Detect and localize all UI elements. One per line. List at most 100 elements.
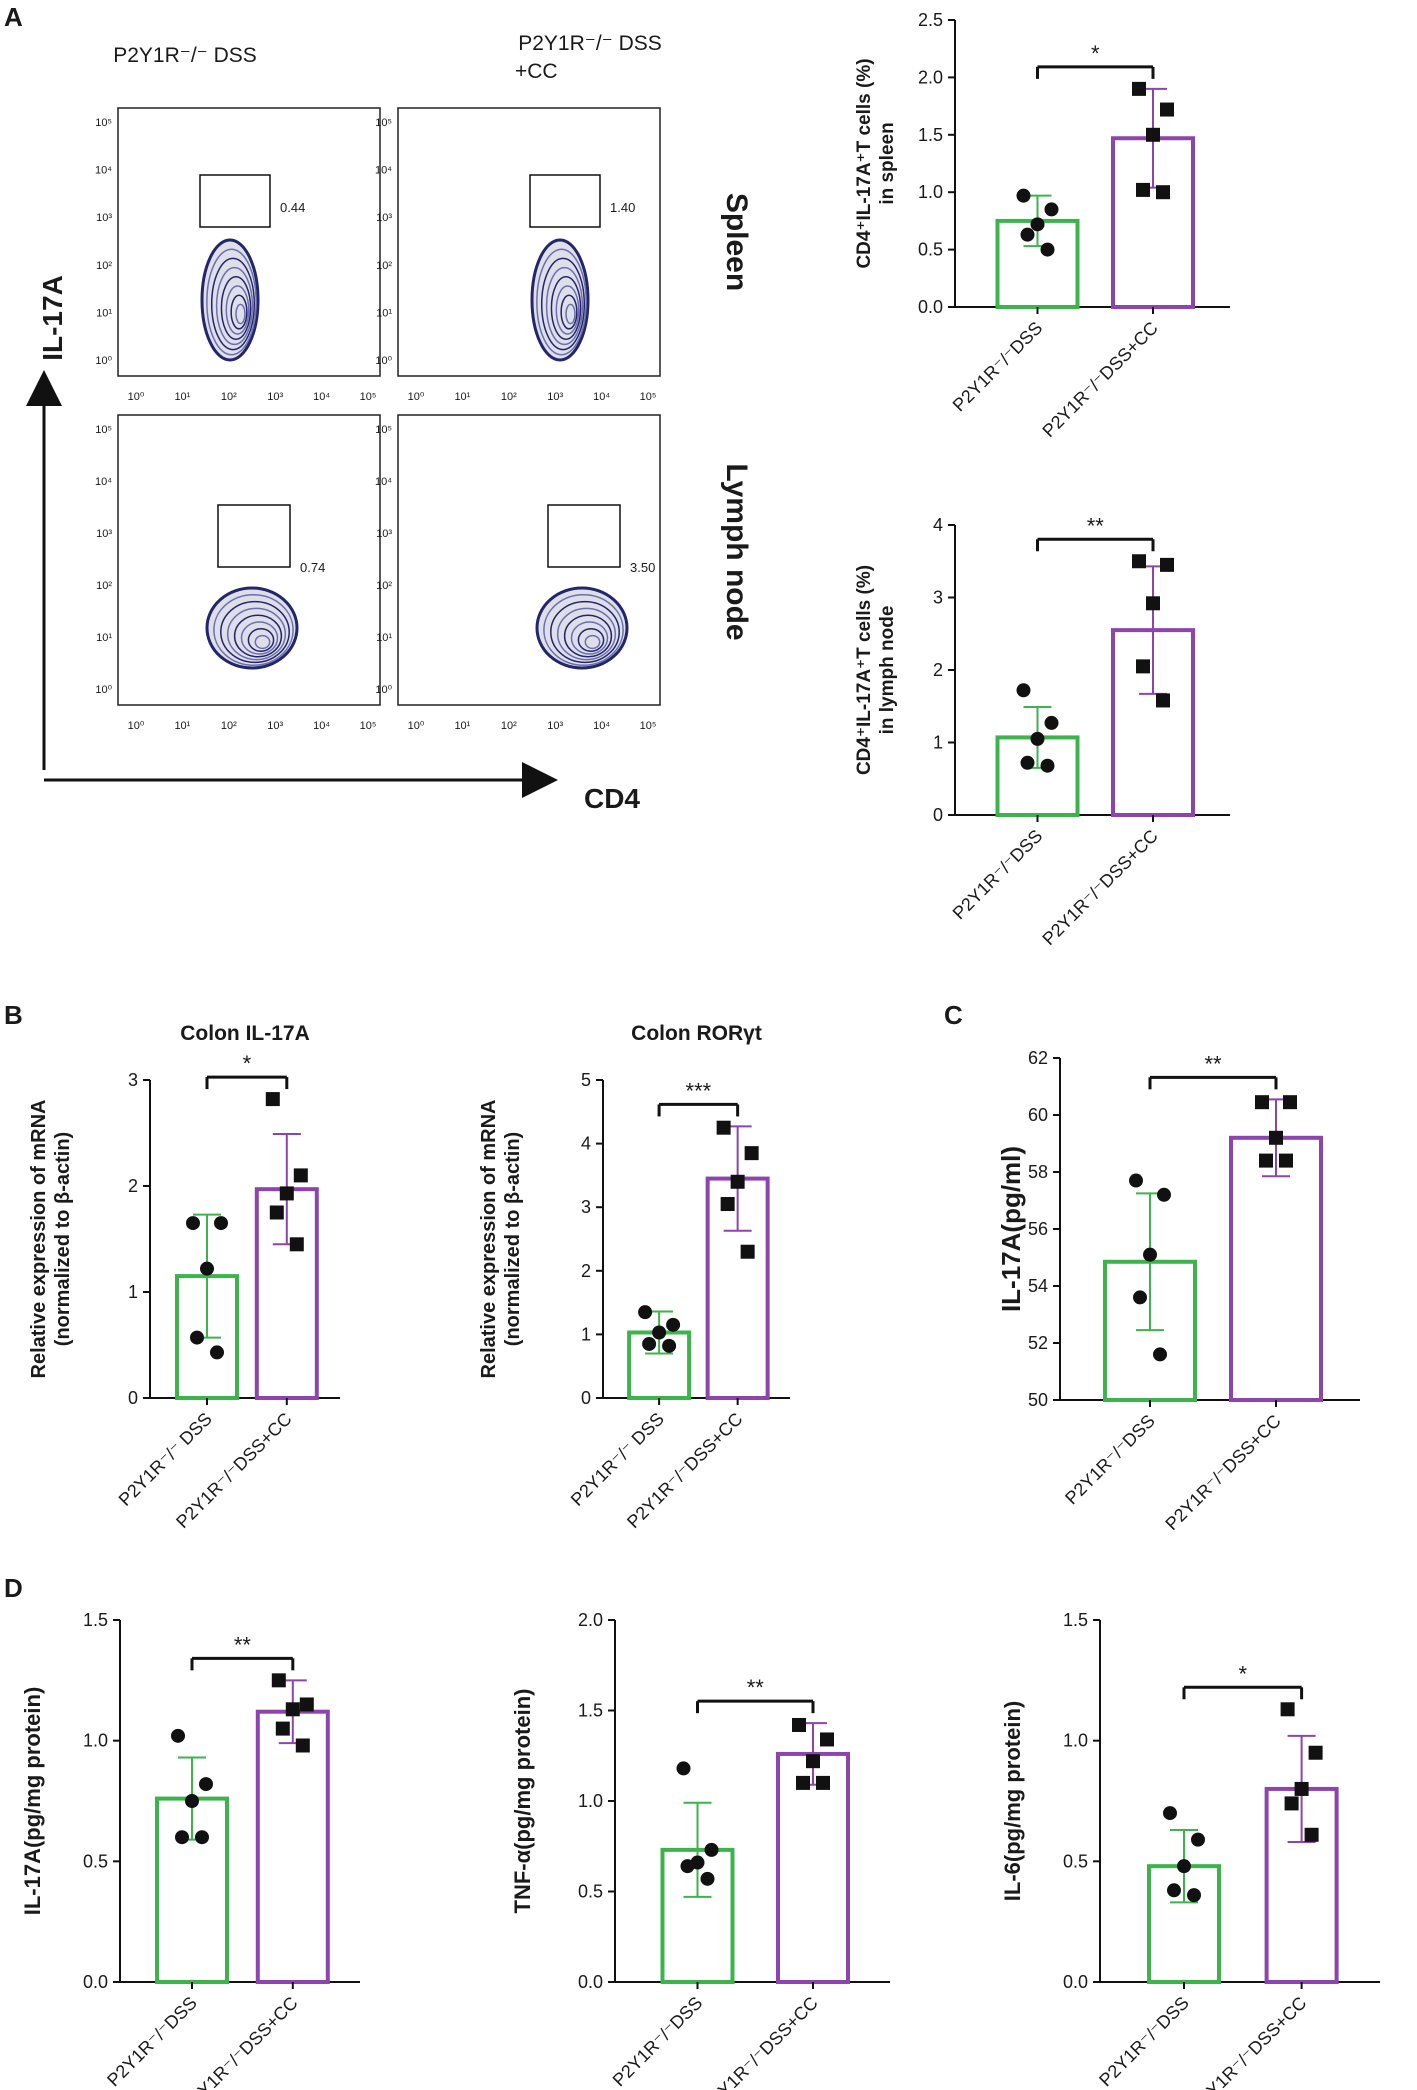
significance-label: * xyxy=(243,1051,252,1076)
y-tick-label: 0 xyxy=(933,805,943,825)
panel-letter-c: C xyxy=(944,1000,963,1030)
chart-d-il6: 0.0 0.5 1.0 1.5 IL-6(pg/mg protein) * P2Y1R⁻/⁻… xyxy=(1000,1610,1380,2090)
data-point-dss xyxy=(1143,1247,1157,1262)
density-contour xyxy=(210,257,256,351)
y-tick-label: 0.5 xyxy=(918,240,943,260)
data-point-dss-cc xyxy=(1136,182,1150,197)
flow-y-tick: 10⁴ xyxy=(95,476,112,488)
data-point-dss xyxy=(666,1317,681,1332)
data-point-dss-cc xyxy=(1308,1745,1323,1760)
flow-y-tick: 10⁴ xyxy=(375,165,392,177)
data-point-dss xyxy=(186,1216,200,1231)
y-axis-subtitle: in spleen xyxy=(877,122,898,204)
y-tick-label: 0.0 xyxy=(918,297,943,317)
data-point-dss-cc xyxy=(269,1205,284,1220)
chart-spleen-il17a: 0.0 0.5 1.0 1.5 2.0 2.5 CD4⁺IL-17A⁺T cells (%)… xyxy=(854,10,1230,441)
flow-x-tick: 10⁵ xyxy=(360,720,377,732)
x-category-label: P2Y1R⁻/⁻DSS xyxy=(1095,1993,1193,2090)
bar-dss-cc xyxy=(1229,1135,1323,1403)
flow-x-tick: 10² xyxy=(221,391,237,403)
flow-x-tick: 10² xyxy=(221,720,237,732)
flow-x-tick: 10³ xyxy=(267,720,283,732)
flow-x-tick: 10⁰ xyxy=(408,391,425,403)
density-contour xyxy=(233,614,283,658)
data-point-dss xyxy=(1040,242,1055,257)
y-tick-label: 2.0 xyxy=(578,1610,603,1630)
data-point-dss-cc xyxy=(275,1721,290,1736)
data-point-dss xyxy=(704,1842,719,1857)
data-point-dss-cc xyxy=(1304,1827,1319,1842)
y-tick-label: 1.5 xyxy=(1063,1610,1088,1630)
data-point-dss-cc xyxy=(1156,185,1170,200)
y-tick-label: 3 xyxy=(128,1070,138,1090)
flow-y-tick: 10⁰ xyxy=(375,684,392,696)
data-point-dss xyxy=(1133,1290,1147,1305)
x-category-label: P2Y1R⁻/⁻DSS+CC xyxy=(1038,826,1161,949)
density-contour xyxy=(206,248,257,356)
data-point-dss-cc xyxy=(730,1174,745,1189)
y-axis-title: IL-17A(pg/mg protein) xyxy=(20,1687,45,1916)
data-point-dss xyxy=(175,1830,189,1845)
x-category-label: P2Y1R⁻/⁻DSS xyxy=(1061,1411,1159,1509)
y-tick-label: 4 xyxy=(933,515,943,535)
data-point-dss xyxy=(1167,1883,1181,1898)
flow-y-tick: 10⁵ xyxy=(375,117,392,129)
data-point-dss-cc xyxy=(806,1754,820,1769)
chart-d-tnfa: 0.0 0.5 1.0 1.5 2.0 TNF-α(pg/mg protein) ** P2Y… xyxy=(510,1610,890,2090)
x-category-label: P2Y1R⁻/⁻DSS+CC xyxy=(1038,318,1161,441)
density-contour xyxy=(230,294,248,330)
data-point-dss-cc xyxy=(820,1732,834,1747)
data-point-dss xyxy=(1044,715,1059,730)
gate-percentage: 0.44 xyxy=(280,200,305,215)
y-tick-label: 52 xyxy=(1028,1333,1048,1353)
y-tick-label: 0.5 xyxy=(83,1851,108,1871)
data-point-dss xyxy=(210,1345,224,1360)
flow-y-tick: 10¹ xyxy=(96,632,112,644)
density-contour xyxy=(560,294,578,330)
data-point-dss xyxy=(1187,1888,1201,1903)
y-tick-label: 0.0 xyxy=(83,1972,108,1992)
data-point-dss-cc xyxy=(1156,693,1170,708)
data-point-dss xyxy=(662,1338,677,1353)
data-point-dss xyxy=(676,1761,691,1776)
flow-y-tick: 10² xyxy=(96,580,112,592)
y-tick-label: 1.0 xyxy=(918,182,943,202)
flow-x-tick: 10⁰ xyxy=(128,391,145,403)
data-point-dss xyxy=(652,1325,667,1340)
flow-y-tick: 10² xyxy=(96,260,112,272)
data-point-dss-cc xyxy=(1269,1130,1283,1145)
il17a-axis-label: IL-17A xyxy=(37,275,68,361)
x-category-label: P2Y1R⁻/⁻DSS xyxy=(609,1993,707,2090)
significance-label: ** xyxy=(1087,513,1105,538)
data-point-dss-cc xyxy=(293,1168,308,1183)
y-tick-label: 56 xyxy=(1028,1219,1048,1239)
data-point-dss xyxy=(199,1777,213,1792)
y-tick-label: 0 xyxy=(581,1388,591,1408)
data-point-dss-cc xyxy=(1160,102,1174,117)
flow-y-tick: 10² xyxy=(376,260,392,272)
gate-box xyxy=(547,504,621,568)
flow-col-title-2: P2Y1R⁻/⁻ DSS xyxy=(518,32,662,55)
y-tick-label: 1.5 xyxy=(918,125,943,145)
y-tick-label: 1.0 xyxy=(1063,1731,1088,1751)
y-tick-label: 4 xyxy=(581,1134,591,1154)
row-label-spleen: Spleen xyxy=(720,193,753,291)
row-label-lymph-node: Lymph node xyxy=(720,463,753,640)
data-point-dss-cc xyxy=(1146,596,1160,611)
data-point-dss xyxy=(1030,731,1045,746)
significance-label: * xyxy=(1239,1661,1248,1686)
significance-label: ** xyxy=(1204,1051,1222,1076)
data-point-dss xyxy=(190,1330,204,1345)
y-tick-label: 3 xyxy=(581,1197,591,1217)
flow-x-tick: 10¹ xyxy=(174,391,190,403)
flow-x-tick: 10² xyxy=(501,391,517,403)
cd4-axis-label: CD4 xyxy=(584,783,640,814)
flow-col-title-2-line2: +CC xyxy=(515,60,558,83)
y-tick-label: 1 xyxy=(128,1282,138,1302)
flow-plot-spleen-dss-cc xyxy=(397,107,661,377)
data-point-dss-cc xyxy=(716,1120,731,1135)
flow-x-tick: 10¹ xyxy=(174,720,190,732)
gate-percentage: 1.40 xyxy=(610,200,635,215)
significance-label: * xyxy=(1091,41,1100,66)
flow-cytometry-panel: P2Y1R⁻/⁻ DSS P2Y1R⁻/⁻ DSS +CC 0.44 1.40 … xyxy=(26,32,753,814)
